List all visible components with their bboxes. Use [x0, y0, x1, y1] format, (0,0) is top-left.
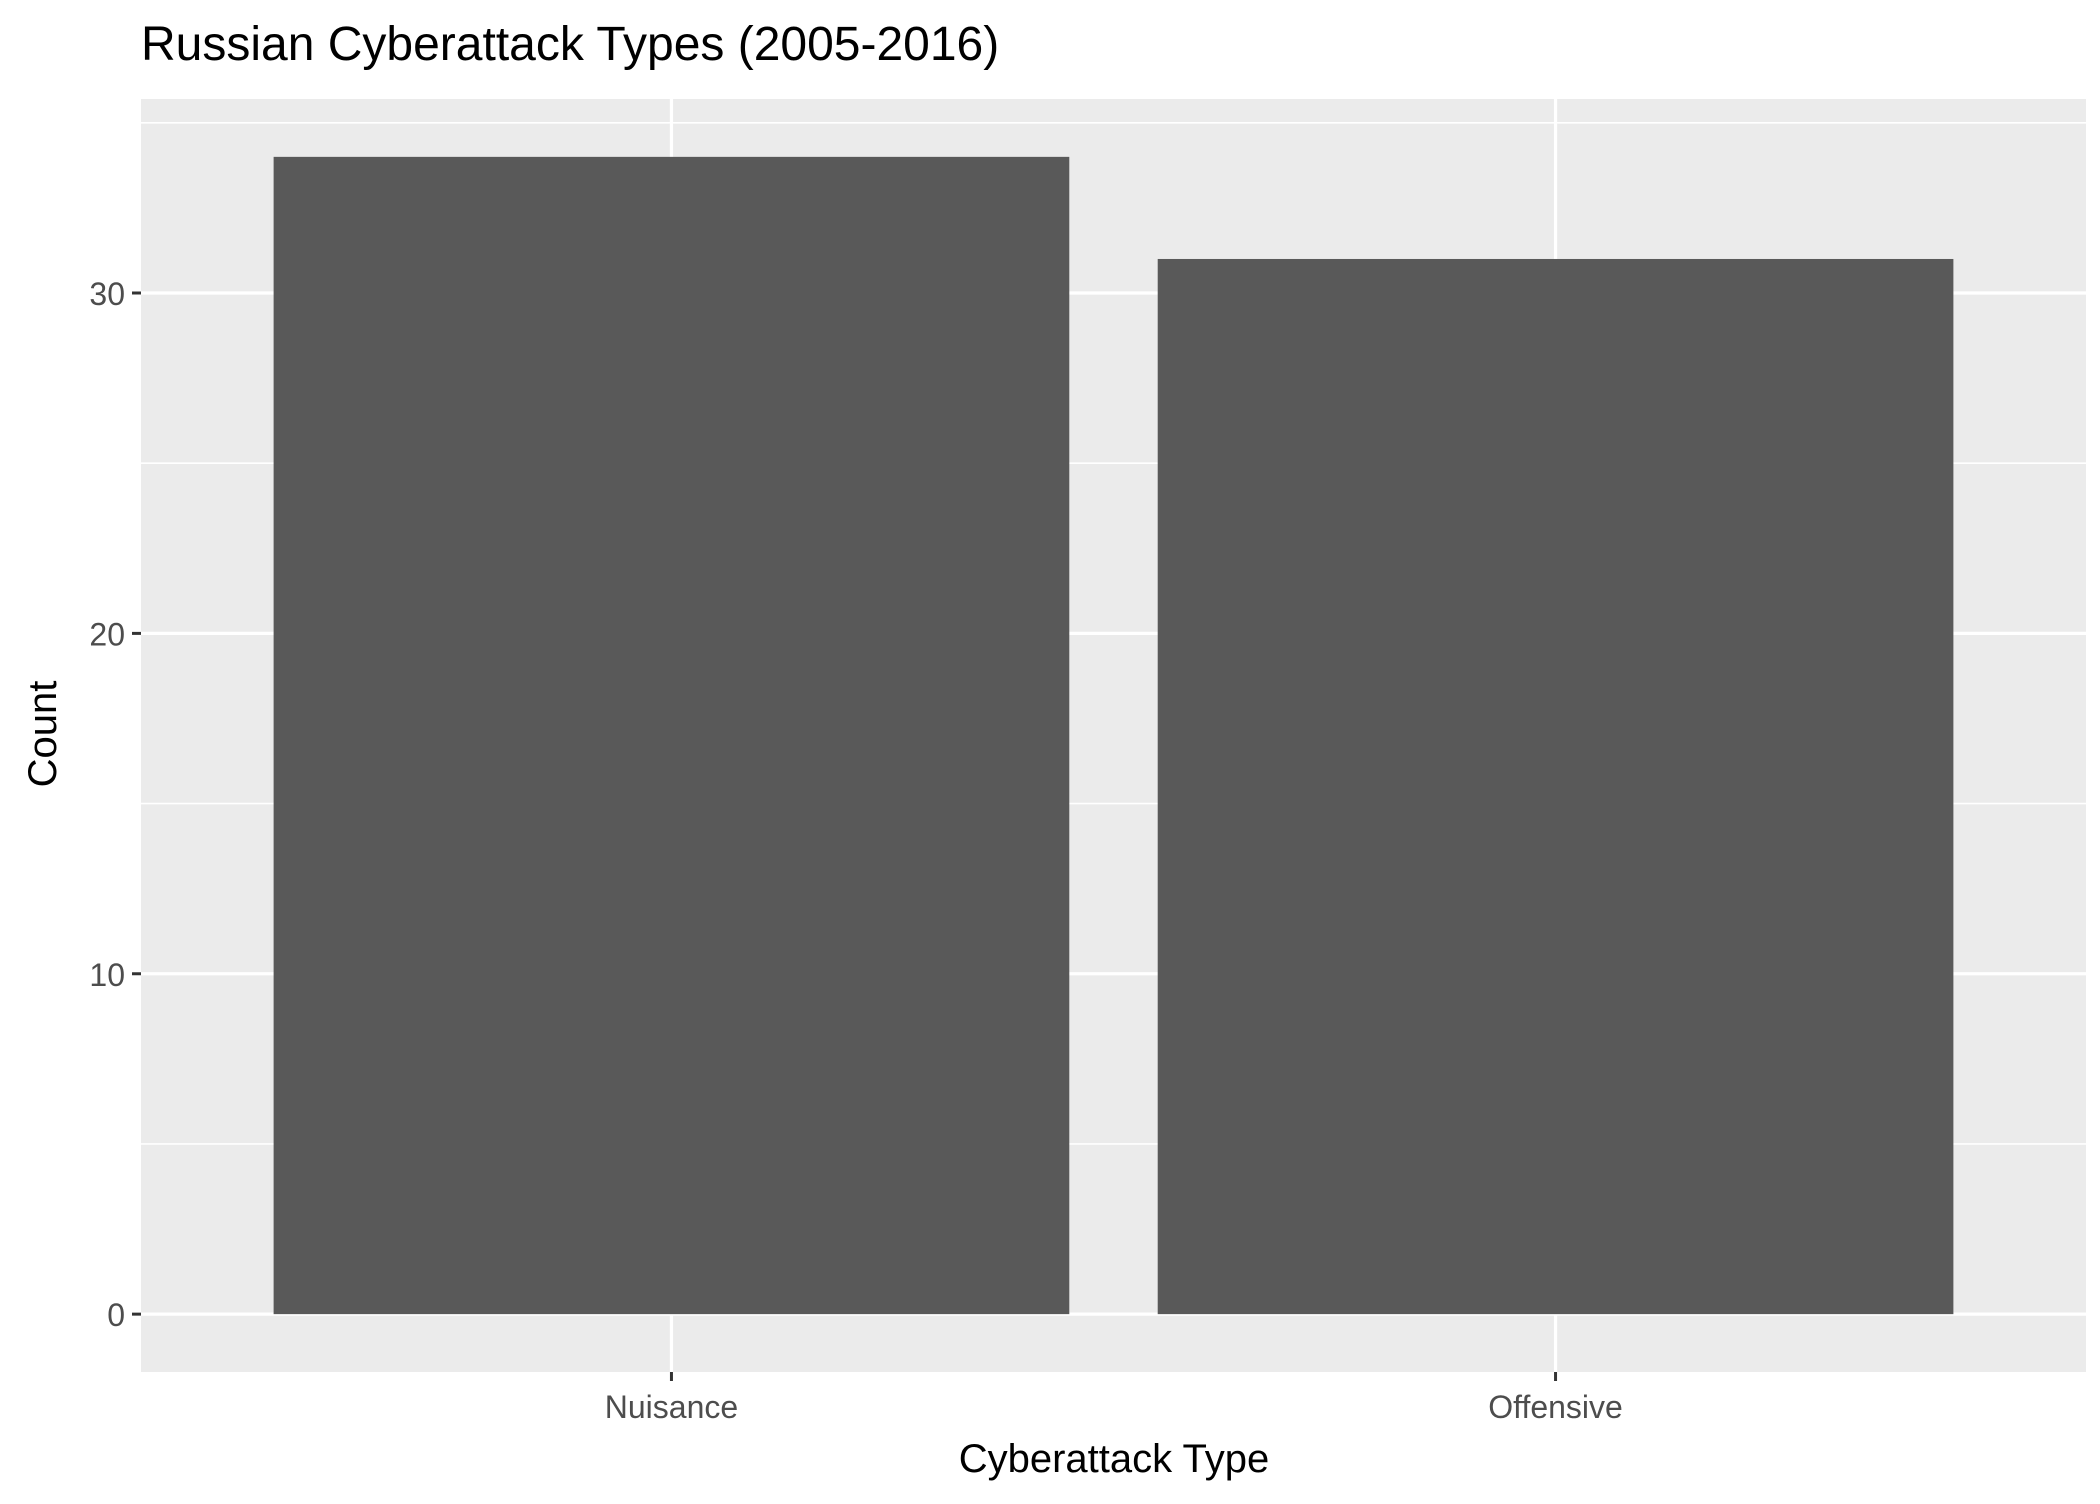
x-axis-title: Cyberattack Type [959, 1437, 1270, 1481]
y-tick-label: 30 [89, 276, 125, 312]
bar-nuisance [273, 156, 1070, 1315]
bar-offensive [1157, 258, 1954, 1315]
y-axis-title: Count [21, 681, 65, 788]
x-tick-label: Offensive [1488, 1389, 1623, 1425]
y-tick-label: 20 [89, 616, 125, 652]
x-tick-label: Nuisance [605, 1389, 738, 1425]
y-tick-label: 10 [89, 957, 125, 993]
y-tick-label: 0 [107, 1297, 125, 1333]
chart-title: Russian Cyberattack Types (2005-2016) [141, 18, 999, 71]
